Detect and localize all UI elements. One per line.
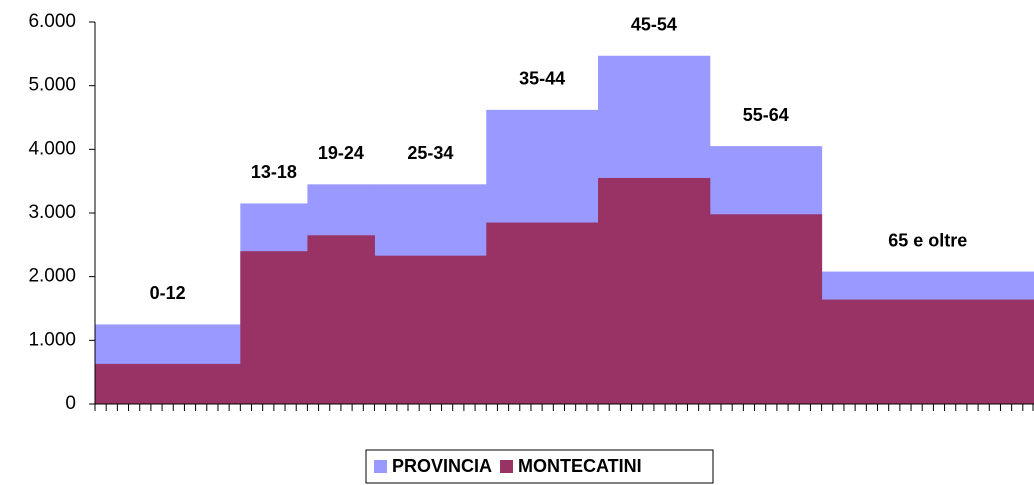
category-label: 65 e oltre [888, 230, 967, 250]
bar [598, 177, 711, 404]
category-label: 45-54 [631, 14, 677, 34]
category-label: 0-12 [150, 283, 186, 303]
category-label: 25-34 [407, 143, 453, 163]
bar [821, 299, 1034, 404]
category-label: 13-18 [251, 162, 297, 182]
bar [95, 363, 241, 404]
legend-label: PROVINCIA [392, 456, 492, 476]
legend-label: MONTECATINI [518, 456, 642, 476]
y-tick-label: 5.000 [28, 75, 76, 96]
y-tick-label: 3.000 [28, 202, 76, 223]
category-label: 19-24 [318, 143, 364, 163]
bar [240, 251, 308, 404]
category-label: 55-64 [743, 105, 789, 125]
bar [374, 255, 487, 404]
category-label: 35-44 [519, 69, 565, 89]
y-tick-label: 4.000 [28, 138, 76, 159]
bar [486, 222, 599, 404]
legend: PROVINCIA MONTECATINI [365, 449, 714, 484]
bar [307, 235, 375, 404]
y-tick-label: 2.000 [28, 266, 76, 287]
bar [709, 214, 823, 404]
y-tick-label: 0 [65, 393, 76, 414]
legend-swatch [374, 460, 387, 473]
y-tick-label: 6.000 [28, 11, 76, 32]
legend-box [365, 449, 714, 484]
y-tick-label: 1.000 [28, 329, 76, 350]
legend-swatch [500, 460, 514, 473]
